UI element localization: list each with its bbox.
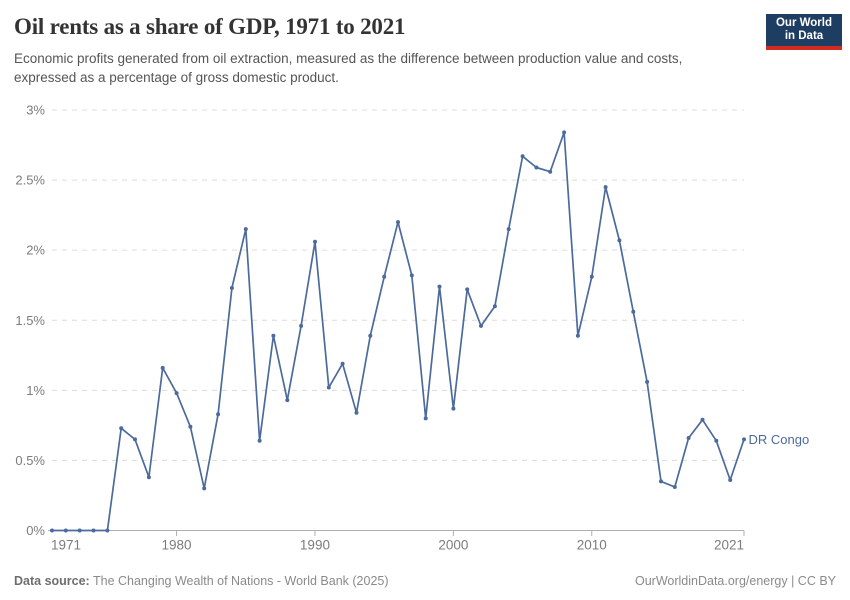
x-tick-label: 2000: [438, 538, 468, 553]
y-tick-label: 0%: [26, 523, 45, 538]
x-tick-label: 2021: [714, 538, 744, 553]
data-point-1977[interactable]: [133, 437, 137, 442]
data-point-1993[interactable]: [354, 410, 359, 415]
data-point-2019[interactable]: [714, 438, 719, 443]
data-point-2006[interactable]: [534, 165, 539, 170]
chart-title: Oil rents as a share of GDP, 1971 to 202…: [14, 14, 406, 39]
y-tick-label: 1%: [26, 383, 45, 398]
series-end-label[interactable]: DR Congo: [749, 432, 810, 447]
data-point-2008[interactable]: [562, 130, 567, 135]
data-point-1980[interactable]: [174, 391, 179, 396]
data-point-2002[interactable]: [479, 323, 483, 328]
data-point-2018[interactable]: [700, 417, 705, 422]
data-point-1972[interactable]: [63, 528, 68, 533]
data-point-1974[interactable]: [91, 528, 96, 533]
data-point-1988[interactable]: [285, 398, 290, 403]
credit-link[interactable]: OurWorldinData.org/energy | CC BY: [634, 574, 836, 588]
chart-subtitle: Economic profits generated from oil extr…: [14, 51, 683, 85]
x-tick-label: 1990: [300, 538, 330, 553]
data-point-2021[interactable]: [742, 437, 746, 442]
data-point-1991[interactable]: [326, 385, 331, 390]
data-point-1985[interactable]: [243, 227, 248, 232]
data-source: Data source: The Changing Wealth of Nati…: [14, 574, 389, 588]
data-point-1976[interactable]: [119, 426, 124, 431]
data-point-2014[interactable]: [645, 379, 650, 384]
data-point-2005[interactable]: [520, 154, 525, 159]
data-point-2007[interactable]: [548, 169, 553, 174]
data-point-1998[interactable]: [423, 416, 428, 421]
data-point-1971[interactable]: [50, 528, 54, 533]
line-chart[interactable]: 0% 0.5% 1% 1.5% 2% 2.5% 3% 1971 1980 1990 2000 2010…: [0, 90, 850, 560]
data-point-1979[interactable]: [160, 365, 165, 370]
series-line-DR Congo[interactable]: [51, 131, 745, 532]
data-point-1995[interactable]: [382, 274, 387, 279]
data-point-1983[interactable]: [216, 412, 221, 417]
data-point-1990[interactable]: [313, 239, 317, 244]
y-tick-label: 1.5%: [15, 313, 45, 328]
data-source-text: The Changing Wealth of Nations - World B…: [92, 574, 389, 588]
data-point-1997[interactable]: [409, 273, 414, 278]
y-tick-label: 2.5%: [15, 173, 45, 188]
chart-footer: Data source: The Changing Wealth of Nati…: [14, 574, 836, 588]
data-point-2000[interactable]: [451, 406, 456, 411]
y-tick-label: 0.5%: [15, 453, 45, 468]
owid-logo: Our World in Data: [766, 14, 842, 50]
data-point-1986[interactable]: [257, 438, 262, 443]
x-tick-label: 1980: [162, 538, 192, 553]
x-tick-label: 1971: [51, 538, 81, 553]
data-point-2016[interactable]: [672, 485, 677, 489]
data-point-1982[interactable]: [202, 486, 207, 491]
x-tick-label: 2010: [577, 538, 607, 553]
owid-logo-line1: Our World: [775, 16, 832, 29]
data-point-2009[interactable]: [575, 333, 580, 338]
data-point-1973[interactable]: [77, 528, 82, 533]
data-point-2013[interactable]: [631, 309, 636, 314]
data-point-1978[interactable]: [146, 475, 151, 480]
data-point-2011[interactable]: [603, 185, 608, 190]
y-tick-label: 3%: [26, 103, 45, 118]
data-point-2017[interactable]: [686, 436, 691, 440]
data-point-2010[interactable]: [589, 274, 594, 279]
data-point-1999[interactable]: [437, 284, 442, 289]
data-point-1987[interactable]: [271, 333, 276, 338]
data-point-2001[interactable]: [465, 287, 470, 292]
data-point-1975[interactable]: [105, 528, 110, 533]
data-point-2003[interactable]: [492, 304, 497, 309]
data-point-1984[interactable]: [229, 286, 234, 290]
data-point-1981[interactable]: [188, 424, 193, 429]
data-source-label: Data source:: [14, 574, 90, 588]
owid-logo-line2: in Data: [784, 30, 824, 42]
data-point-1996[interactable]: [396, 220, 400, 225]
data-point-1989[interactable]: [299, 323, 304, 328]
data-point-1994[interactable]: [368, 333, 373, 338]
y-tick-label: 2%: [26, 243, 45, 258]
data-point-1992[interactable]: [340, 361, 345, 366]
data-point-2004[interactable]: [506, 227, 511, 232]
data-point-2020[interactable]: [728, 478, 733, 482]
data-point-2015[interactable]: [659, 479, 663, 484]
data-point-2012[interactable]: [617, 238, 622, 243]
